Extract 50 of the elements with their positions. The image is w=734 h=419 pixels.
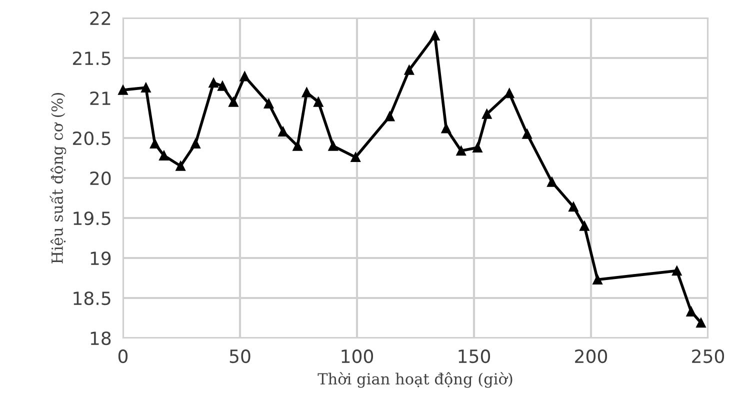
y-tick-label: 21.5 bbox=[73, 51, 110, 66]
point bbox=[504, 88, 514, 98]
point bbox=[302, 88, 312, 98]
y-tick-label: 21 bbox=[90, 91, 110, 105]
y-tick-label: 22 bbox=[90, 11, 110, 25]
point bbox=[176, 161, 186, 171]
point bbox=[264, 98, 274, 108]
y-tick-label: 18.5 bbox=[74, 291, 110, 306]
point bbox=[118, 85, 128, 95]
point bbox=[404, 65, 414, 75]
x-tick-label: 150 bbox=[458, 349, 490, 364]
point bbox=[482, 109, 492, 119]
point bbox=[314, 97, 324, 107]
point bbox=[430, 30, 440, 40]
point bbox=[190, 138, 200, 148]
point bbox=[522, 129, 532, 139]
y-axis-title: Hiệu suất động cơ (%) bbox=[50, 92, 66, 264]
point bbox=[159, 150, 169, 160]
point bbox=[328, 141, 338, 151]
point bbox=[278, 126, 288, 136]
point bbox=[384, 112, 395, 122]
point bbox=[696, 318, 706, 328]
point bbox=[472, 142, 482, 152]
point bbox=[208, 78, 218, 88]
x-tick-label: 50 bbox=[230, 349, 250, 364]
point bbox=[592, 274, 602, 284]
point bbox=[547, 177, 557, 187]
point bbox=[580, 221, 590, 231]
y-tick-label: 18 bbox=[90, 331, 111, 346]
x-tick-label: 0 bbox=[118, 349, 128, 364]
point bbox=[150, 138, 160, 148]
point bbox=[240, 72, 250, 82]
point bbox=[292, 141, 302, 151]
y-tick-label: 19 bbox=[90, 251, 111, 266]
point bbox=[441, 124, 452, 134]
y-tick-label: 20.5 bbox=[73, 131, 110, 146]
point bbox=[456, 146, 466, 156]
x-axis-title: Thời gian hoạt động (giờ) bbox=[318, 372, 512, 388]
x-tick-label: 100 bbox=[342, 349, 374, 364]
y-tick-label: 20 bbox=[90, 171, 111, 186]
point bbox=[686, 306, 696, 316]
y-tick-label: 19.5 bbox=[74, 211, 110, 226]
point bbox=[568, 202, 578, 212]
point bbox=[350, 152, 360, 162]
x-tick-label: 200 bbox=[575, 349, 608, 364]
point bbox=[141, 82, 151, 92]
x-tick-label: 250 bbox=[692, 349, 724, 364]
point bbox=[228, 97, 238, 107]
point bbox=[218, 81, 228, 91]
point bbox=[672, 266, 682, 276]
